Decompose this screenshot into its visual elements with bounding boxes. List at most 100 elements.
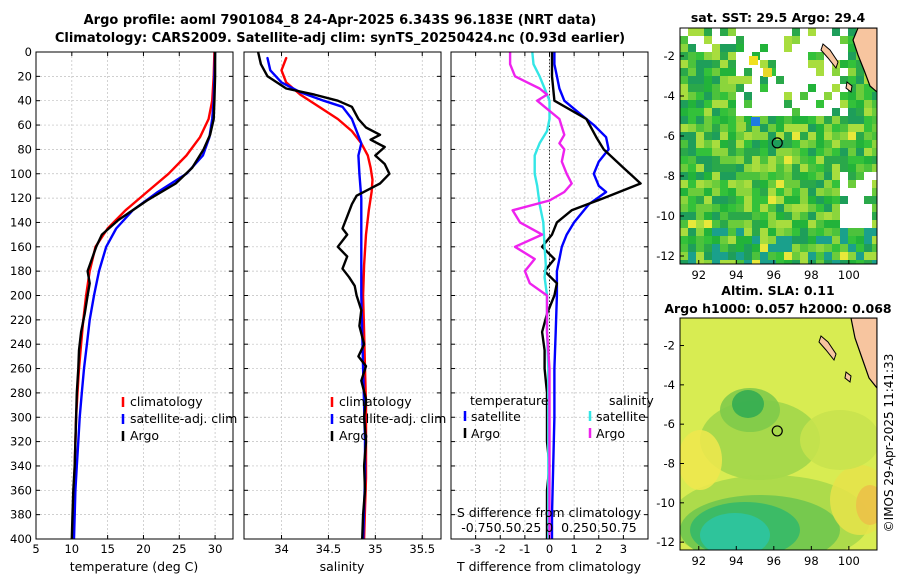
- x-tick-label: -1: [519, 542, 530, 556]
- sst-cell: [856, 172, 864, 180]
- sst-cell: [688, 212, 696, 220]
- salinity-xlabel: salinity: [320, 559, 365, 574]
- sst-cell: [832, 156, 840, 164]
- sst-cell: [688, 164, 696, 172]
- sst-cell: [776, 244, 784, 252]
- x-tick-label: 35: [368, 542, 383, 556]
- legend-label-satellite: satellite-adj. clim: [130, 411, 237, 426]
- sst-cell: [872, 188, 877, 196]
- map-y-tick-label: -6: [664, 417, 675, 431]
- sst-cell: [760, 156, 768, 164]
- sst-cell: [768, 164, 776, 172]
- sst-cell: [816, 156, 824, 164]
- sst-cell: [737, 122, 746, 131]
- sst-cell: [752, 204, 760, 212]
- temperature-legend: climatology satellite-adj. clim Argo: [121, 394, 237, 443]
- sst-cell: [704, 220, 712, 228]
- difference-series: [508, 52, 642, 539]
- sst-cell: [680, 100, 688, 108]
- x-tick-label: 10: [64, 542, 79, 556]
- sst-cell: [768, 220, 776, 228]
- sla-map-panel: Altim. SLA: 0.11 Argo h1000: 0.057 h2000…: [656, 283, 891, 568]
- sst-cell: [848, 228, 856, 236]
- y-tick-label: 200: [10, 289, 32, 303]
- sst-cell: [752, 140, 760, 148]
- sst-cell: [688, 204, 696, 212]
- figure-title-line1: Argo profile: aoml 7901084_8 24-Apr-2025…: [83, 13, 597, 28]
- sst-cell: [688, 196, 696, 204]
- sst-cell: [688, 100, 696, 108]
- sst-cell: [736, 140, 744, 148]
- sla-field-blob: [856, 485, 877, 525]
- sst-cell: [688, 228, 696, 236]
- sst-cell: [816, 172, 824, 180]
- legend-label-temp-argo: Argo: [471, 426, 500, 441]
- sst-cell: [832, 116, 840, 124]
- sst-cell: [752, 212, 760, 220]
- sst-cell: [720, 244, 728, 252]
- sst-cell: [856, 252, 864, 260]
- sst-cell: [744, 188, 752, 196]
- sst-cell: [728, 156, 736, 164]
- sst-cell: [712, 132, 720, 140]
- sst-cell: [808, 212, 816, 220]
- sst-cell: [808, 180, 816, 188]
- sst-cell: [832, 84, 840, 92]
- sst-cell: [720, 148, 728, 156]
- sst-cell: [688, 44, 696, 52]
- sst-cell: [704, 212, 712, 220]
- sst-cell: [776, 212, 784, 220]
- temperature-ticks: 0 20 40 60 80 100 120 140 160 180 200 220 240 260 280 3…: [10, 45, 233, 556]
- sst-cell: [760, 132, 768, 140]
- sst-cell: [744, 92, 752, 100]
- map-y-tick-label: -6: [664, 129, 675, 143]
- sst-cell: [824, 236, 832, 244]
- temperature-xlabel: temperature (deg C): [70, 559, 199, 574]
- sst-cell: [792, 260, 800, 264]
- sst-cell: [696, 204, 704, 212]
- sst-cell: [824, 140, 832, 148]
- sst-cell: [848, 60, 856, 68]
- sst-cell: [704, 148, 712, 156]
- sst-cell: [696, 60, 704, 68]
- map-x-tick-label: 92: [691, 554, 706, 568]
- sst-cell: [696, 172, 704, 180]
- difference-ticks: -3 -2 -1 0 1 2 3: [451, 51, 648, 556]
- sst-cell: [696, 52, 704, 60]
- sst-cell: [760, 228, 768, 236]
- sst-cell: [816, 100, 824, 108]
- sst-cell: [736, 220, 744, 228]
- sst-cell: [840, 260, 848, 264]
- sst-cell: [776, 228, 784, 236]
- sla-field-blob: [680, 430, 722, 490]
- sst-cell: [720, 252, 728, 260]
- sst-cell: [736, 252, 744, 260]
- sst-cell: [720, 52, 728, 60]
- x-tick-label: 30: [208, 542, 223, 556]
- sst-cell: [704, 124, 712, 132]
- sst-cell: [728, 132, 736, 140]
- sst-cell: [816, 212, 824, 220]
- sst-cell: [856, 244, 864, 252]
- sst-cell: [784, 140, 792, 148]
- sst-cell: [696, 92, 704, 100]
- sst-cell: [712, 60, 720, 68]
- sst-cell: [728, 44, 736, 52]
- sst-cell: [832, 108, 840, 116]
- sst-cell: [776, 260, 784, 264]
- sst-cell: [848, 252, 856, 260]
- sst-cell: [792, 156, 800, 164]
- sst-cell: [800, 196, 808, 204]
- sst-cell: [856, 68, 864, 76]
- sst-cell: [728, 116, 736, 124]
- sst-cell: [688, 148, 696, 156]
- sst-cell: [832, 148, 840, 156]
- sst-cell: [800, 164, 808, 172]
- map-x-tick-label: 100: [838, 554, 860, 568]
- sst-cell: [704, 36, 712, 44]
- y-tick-label: 340: [10, 459, 32, 473]
- sst-cell: [824, 252, 832, 260]
- sst-cell: [760, 212, 768, 220]
- sst-cell: [800, 252, 808, 260]
- sst-cell: [744, 180, 752, 188]
